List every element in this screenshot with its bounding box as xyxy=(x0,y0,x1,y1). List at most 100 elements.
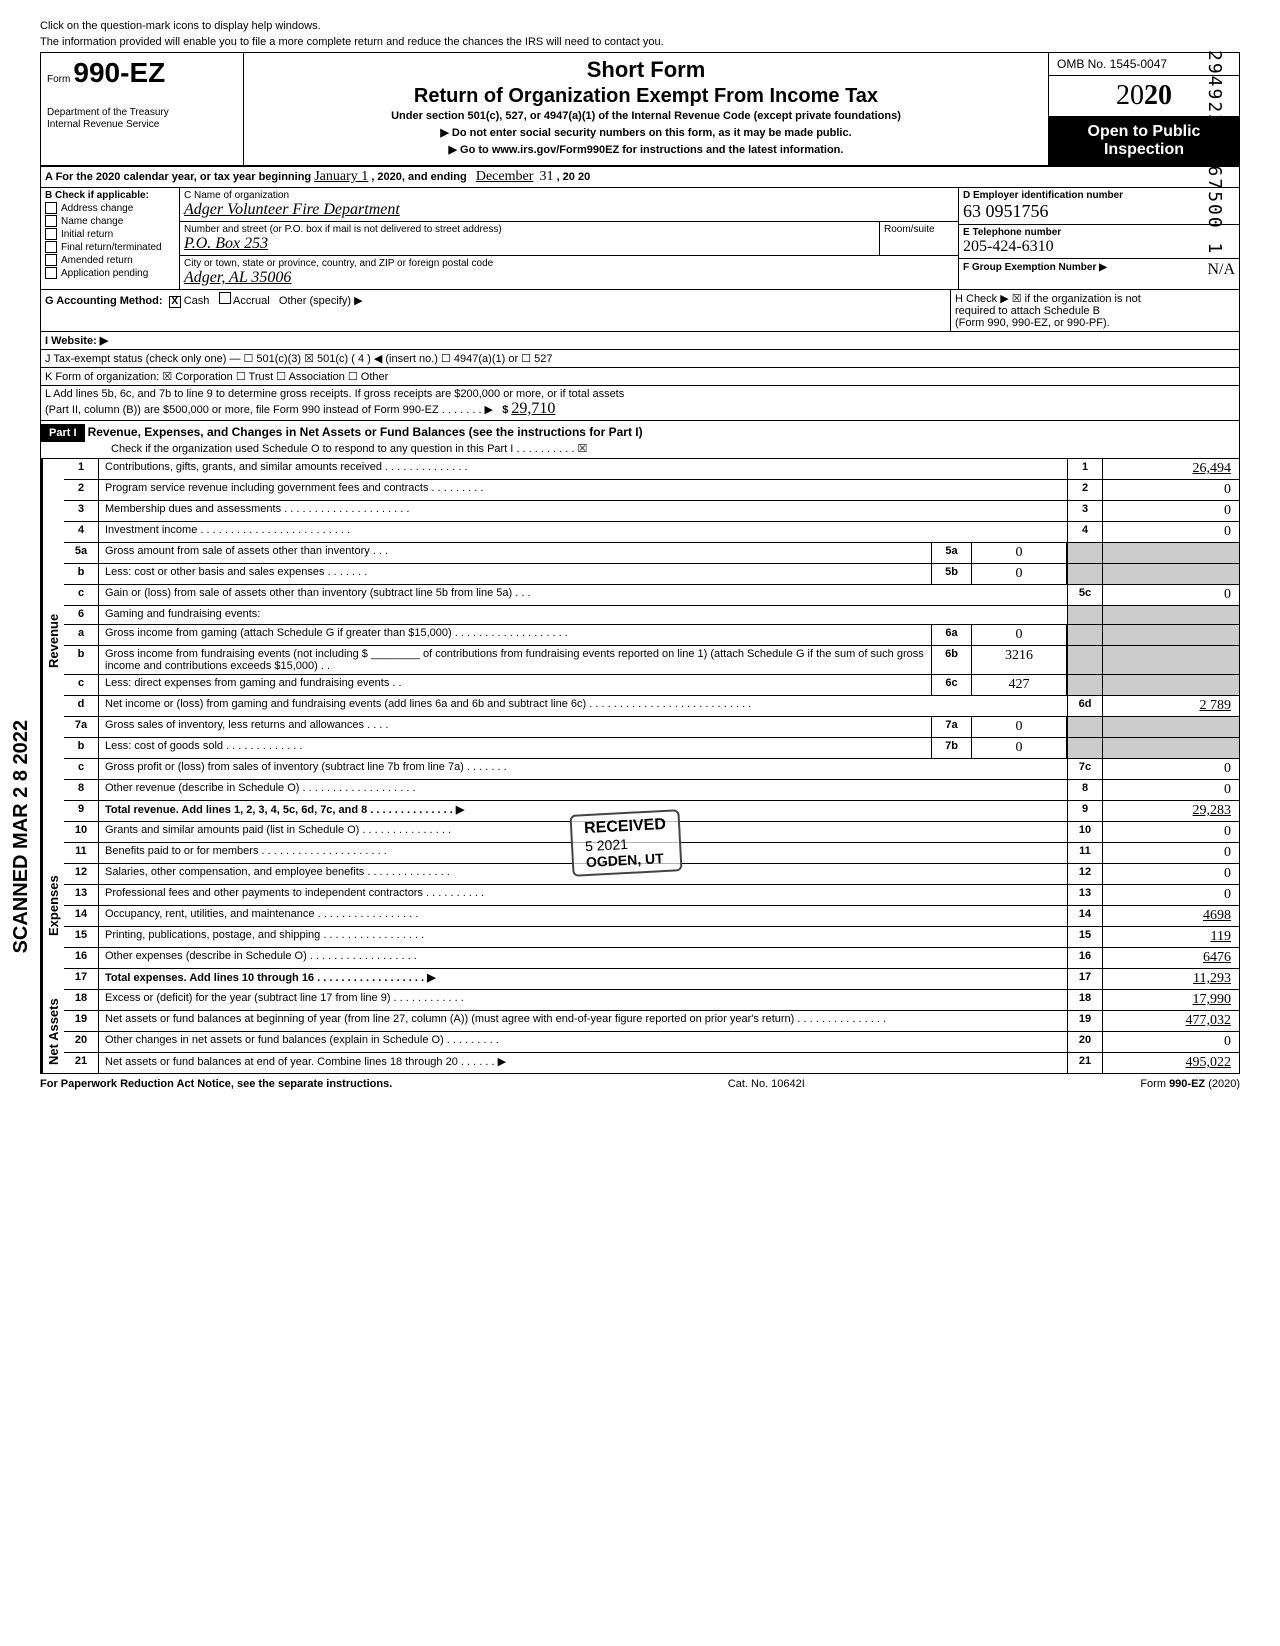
sv-7a: 0 xyxy=(972,717,1067,737)
rv-17: 11,293 xyxy=(1103,969,1239,989)
sv-7b: 0 xyxy=(972,738,1067,758)
rn-5b-shade xyxy=(1067,564,1103,584)
c-addr-label: Number and street (or P.O. box if mail i… xyxy=(184,224,875,235)
org-name: Adger Volunteer Fire Department xyxy=(184,201,954,219)
directive-1: ▶ Do not enter social security numbers o… xyxy=(254,126,1038,139)
rn-6b-shade xyxy=(1067,646,1103,674)
d-label: D Employer identification number xyxy=(963,190,1123,201)
rv-6b-shade xyxy=(1103,646,1239,674)
rv-19: 477,032 xyxy=(1103,1011,1239,1031)
rv-9: 29,283 xyxy=(1103,801,1239,821)
rn-5a-shade xyxy=(1067,543,1103,563)
rv-13: 0 xyxy=(1103,885,1239,905)
sv-6b: 3216 xyxy=(972,646,1067,674)
period-end-year: , 20 20 xyxy=(557,171,591,183)
dln-stamp: 29492352067500 1 xyxy=(1204,50,1225,255)
sb-7b: 7b xyxy=(931,738,972,758)
rv-6d: 2 789 xyxy=(1103,696,1239,716)
chk-address-change[interactable] xyxy=(45,202,57,214)
dept-irs: Internal Revenue Service xyxy=(47,119,237,131)
j-tax-exempt: J Tax-exempt status (check only one) — ☐… xyxy=(41,350,1239,367)
chk-name-change[interactable] xyxy=(45,215,57,227)
ld-17: Total expenses. Add lines 10 through 16 … xyxy=(99,969,1067,989)
period-end-day: 31 xyxy=(540,169,554,184)
rn-2: 2 xyxy=(1067,480,1103,500)
rv-14: 4698 xyxy=(1103,906,1239,926)
sv-6a: 0 xyxy=(972,625,1067,645)
ln-21: 21 xyxy=(64,1053,99,1073)
ln-6b: b xyxy=(64,646,99,674)
form-prefix: Form xyxy=(47,74,70,85)
footer-center: Cat. No. 10642I xyxy=(728,1078,805,1090)
rv-16: 6476 xyxy=(1103,948,1239,968)
h-line3: (Form 990, 990-EZ, or 990-PF). xyxy=(955,317,1235,329)
lbl-cash: Cash xyxy=(184,295,210,307)
sb-5b: 5b xyxy=(931,564,972,584)
identity-block: B Check if applicable: Address change Na… xyxy=(41,188,1239,290)
e-label: E Telephone number xyxy=(963,227,1061,238)
part-1-check: Check if the organization used Schedule … xyxy=(41,442,1239,455)
period-mid: , 2020, and ending xyxy=(371,171,466,183)
ln-6c: c xyxy=(64,675,99,695)
ln-20: 20 xyxy=(64,1032,99,1052)
chk-application-pending[interactable] xyxy=(45,267,57,279)
rv-1: 26,494 xyxy=(1103,459,1239,479)
sb-5a: 5a xyxy=(931,543,972,563)
group-exemption: N/A xyxy=(1207,261,1235,279)
part-1-header: Part I Revenue, Expenses, and Changes in… xyxy=(41,421,1239,459)
ln-16: 16 xyxy=(64,948,99,968)
chk-cash[interactable]: X xyxy=(169,296,181,308)
ld-3: Membership dues and assessments . . . . … xyxy=(99,501,1067,521)
chk-initial-return[interactable] xyxy=(45,228,57,240)
rn-12: 12 xyxy=(1067,864,1103,884)
year-prefix: 20 xyxy=(1116,80,1144,111)
subtitle: Under section 501(c), 527, or 4947(a)(1)… xyxy=(254,110,1038,122)
ld-18: Excess or (deficit) for the year (subtra… xyxy=(99,990,1067,1010)
l-amount: 29,710 xyxy=(511,400,555,417)
rv-3: 0 xyxy=(1103,501,1239,521)
c-room-label: Room/suite xyxy=(884,224,954,235)
sb-6b: 6b xyxy=(931,646,972,674)
chk-accrual[interactable] xyxy=(219,292,231,304)
sv-6c: 427 xyxy=(972,675,1067,695)
rv-7a-shade xyxy=(1103,717,1239,737)
rn-7a-shade xyxy=(1067,717,1103,737)
footer-left: For Paperwork Reduction Act Notice, see … xyxy=(40,1078,392,1090)
revenue-label: Revenue xyxy=(41,459,64,822)
rv-6-shade xyxy=(1103,606,1239,624)
rn-6c-shade xyxy=(1067,675,1103,695)
lbl-amended-return: Amended return xyxy=(61,255,133,266)
lbl-initial-return: Initial return xyxy=(61,229,113,240)
rv-4: 0 xyxy=(1103,522,1239,542)
ln-5a: 5a xyxy=(64,543,99,563)
sb-6a: 6a xyxy=(931,625,972,645)
rn-8: 8 xyxy=(1067,780,1103,800)
chk-amended-return[interactable] xyxy=(45,254,57,266)
rn-6a-shade xyxy=(1067,625,1103,645)
ln-7c: c xyxy=(64,759,99,779)
ln-9: 9 xyxy=(64,801,99,821)
received-loc: OGDEN, UT xyxy=(586,850,669,870)
ld-14: Occupancy, rent, utilities, and maintena… xyxy=(99,906,1067,926)
rn-14: 14 xyxy=(1067,906,1103,926)
netassets-section: Net Assets 18Excess or (deficit) for the… xyxy=(41,990,1239,1073)
form-number: 990-EZ xyxy=(73,57,165,88)
ld-6c: Less: direct expenses from gaming and fu… xyxy=(99,675,931,695)
chk-final-return[interactable] xyxy=(45,241,57,253)
ln-11: 11 xyxy=(64,843,99,863)
short-form-title: Short Form xyxy=(254,57,1038,83)
rn-7c: 7c xyxy=(1067,759,1103,779)
rv-5c: 0 xyxy=(1103,585,1239,605)
rn-20: 20 xyxy=(1067,1032,1103,1052)
section-b: B Check if applicable: Address change Na… xyxy=(41,188,180,289)
rv-12: 0 xyxy=(1103,864,1239,884)
form-990ez: Form 990-EZ Department of the Treasury I… xyxy=(40,52,1240,1074)
ein-value: 63 0951756 xyxy=(963,201,1235,222)
section-c: C Name of organization Adger Volunteer F… xyxy=(180,188,959,289)
ld-7c: Gross profit or (loss) from sales of inv… xyxy=(99,759,1067,779)
rv-21: 495,022 xyxy=(1103,1053,1239,1073)
ln-5c: c xyxy=(64,585,99,605)
c-name-label: C Name of organization xyxy=(184,190,954,201)
expenses-section: RECEIVED 5 2021 OGDEN, UT Expenses 10Gra… xyxy=(41,822,1239,990)
ld-15: Printing, publications, postage, and shi… xyxy=(99,927,1067,947)
